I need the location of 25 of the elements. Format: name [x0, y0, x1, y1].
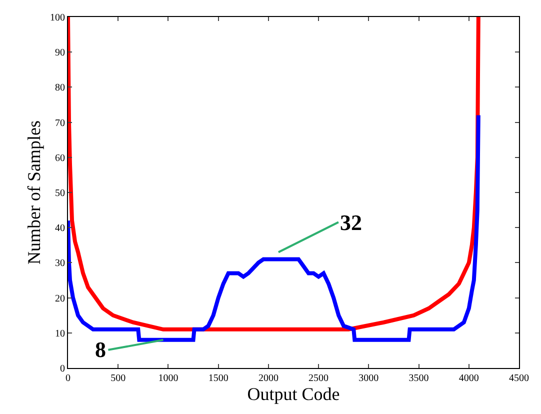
x-tick-label: 3000: [358, 373, 379, 384]
annotation: 8: [95, 337, 106, 362]
annotation: 32: [340, 210, 362, 235]
y-tick-label: 10: [55, 328, 65, 340]
y-tick-label: 90: [55, 48, 65, 59]
line-series: [68, 113, 480, 342]
y-tick-label: 30: [55, 258, 65, 270]
y-axis-title: Number of Samples: [24, 120, 44, 264]
y-tick-label: 80: [55, 82, 65, 94]
y-tick-label: 0: [60, 364, 65, 374]
x-tick-label: 4500: [509, 373, 529, 384]
y-tick-label: 100: [50, 12, 65, 24]
x-tick-label: 1000: [158, 373, 178, 384]
x-tick-label: 500: [110, 373, 126, 384]
y-tick-label: 70: [55, 118, 65, 129]
y-tick-label: 60: [55, 152, 65, 164]
y-tick-label: 50: [55, 188, 65, 199]
x-tick-label: 2500: [308, 373, 329, 384]
x-tick-label: 4000: [458, 373, 479, 384]
x-tick-label: 3500: [408, 373, 429, 384]
x-tick-label: 1500: [208, 373, 228, 384]
x-axis-title: Output Code: [247, 384, 340, 404]
x-tick-label: 2000: [258, 373, 278, 384]
y-tick-label: 20: [55, 293, 65, 304]
y-tick-label: 40: [55, 223, 65, 234]
